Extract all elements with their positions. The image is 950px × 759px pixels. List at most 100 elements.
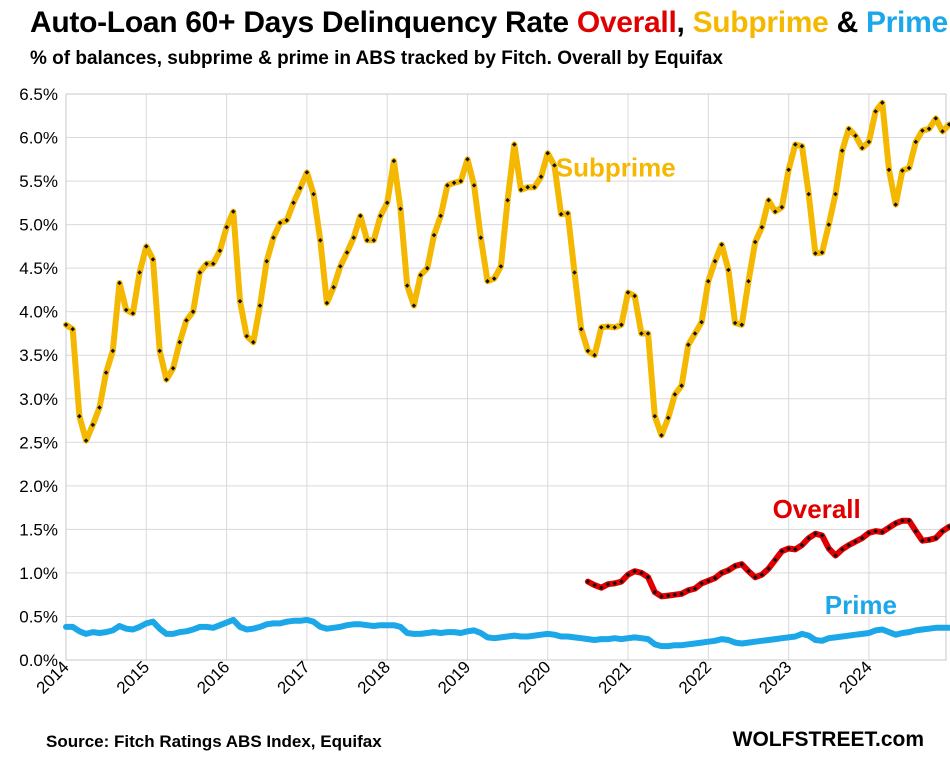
x-tick-label: 2024	[836, 657, 876, 697]
data-point	[592, 352, 597, 358]
series-line-overall	[584, 517, 950, 600]
data-point	[719, 570, 724, 576]
data-point	[237, 298, 243, 304]
data-point	[190, 309, 196, 314]
data-point	[632, 568, 637, 574]
data-point	[766, 566, 771, 571]
grid	[65, 93, 946, 661]
data-point	[926, 537, 932, 543]
y-tick-label: 3.5%	[19, 346, 58, 365]
y-tick-label: 1.0%	[19, 564, 58, 583]
data-point	[612, 581, 617, 586]
data-point	[686, 342, 691, 348]
title-overall: Overall	[576, 6, 677, 39]
data-point	[498, 264, 504, 269]
data-point	[612, 325, 617, 330]
data-point	[137, 270, 142, 275]
x-tick-label: 2019	[434, 657, 474, 697]
data-point	[63, 322, 69, 328]
y-tick-label: 4.0%	[19, 303, 58, 322]
data-point	[726, 267, 731, 273]
title-subprime: Subprime	[692, 6, 829, 39]
x-tick-label: 2020	[514, 657, 554, 697]
data-point	[779, 548, 785, 554]
data-point	[324, 300, 330, 306]
series	[63, 99, 950, 650]
data-point	[659, 433, 664, 438]
data-point	[853, 539, 858, 544]
series-label-overall: Overall	[773, 494, 861, 524]
brand-logo: WOLFSTREET.com	[732, 728, 924, 751]
data-point	[632, 293, 637, 299]
data-point	[645, 331, 651, 336]
data-point	[746, 278, 751, 284]
data-point	[819, 533, 825, 538]
data-point	[639, 570, 644, 576]
x-tick-label: 2016	[193, 657, 233, 697]
data-point	[732, 563, 738, 569]
data-point	[665, 415, 671, 421]
data-point	[672, 392, 678, 397]
series-line-prime	[63, 616, 950, 650]
data-point	[712, 258, 718, 264]
data-point	[398, 206, 403, 212]
title-separator-1: ,	[676, 6, 693, 39]
data-point	[625, 290, 631, 295]
data-point	[351, 235, 356, 240]
data-point	[257, 303, 263, 308]
y-tick-label: 6.0%	[19, 129, 58, 148]
data-point	[331, 285, 336, 290]
data-point	[933, 535, 939, 541]
series-overall	[584, 517, 950, 600]
plot-frame	[65, 93, 947, 661]
data-point	[572, 270, 577, 275]
y-tick-label: 4.5%	[19, 259, 58, 278]
data-point	[732, 320, 738, 326]
data-point	[404, 283, 410, 288]
data-point	[170, 366, 176, 371]
data-point	[920, 538, 925, 543]
data-point	[900, 518, 905, 523]
data-point	[491, 276, 497, 281]
data-point	[712, 575, 718, 581]
data-point	[679, 383, 684, 388]
series-prime	[63, 616, 950, 650]
y-tick-label: 0.5%	[19, 607, 58, 626]
chart-title: Auto-Loan 60+ Days Delinquency Rate Over…	[30, 6, 948, 40]
data-point	[438, 213, 443, 219]
data-point	[786, 546, 791, 551]
y-tick-label: 3.0%	[19, 390, 58, 409]
data-point	[672, 592, 678, 597]
series-labels: Subprime Overall Prime	[556, 153, 897, 620]
data-point	[619, 322, 624, 328]
data-point	[886, 525, 892, 530]
data-point	[866, 530, 872, 536]
data-point	[150, 257, 156, 262]
data-point	[946, 524, 950, 530]
data-point	[458, 178, 464, 184]
x-tick-label: 2017	[274, 657, 314, 697]
data-point	[318, 238, 323, 243]
x-tick-label: 2021	[595, 657, 635, 697]
data-point	[378, 213, 383, 219]
data-point	[411, 303, 417, 308]
data-point	[652, 589, 658, 595]
data-point	[706, 278, 711, 284]
data-point	[692, 586, 698, 591]
x-tick-label: 2022	[675, 657, 715, 697]
data-point	[692, 331, 698, 336]
data-point	[277, 220, 283, 226]
data-point	[485, 278, 490, 284]
data-point	[839, 547, 845, 552]
data-point	[913, 528, 919, 534]
data-point	[505, 197, 510, 203]
y-tick-label: 0.0%	[19, 651, 58, 670]
line-chart: 0.0% 0.5% 1.0% 1.5% 2.0% 2.5% 3.0% 3.5% 4.0% 4.5%…	[19, 85, 950, 698]
data-point	[264, 258, 269, 264]
x-tick-label: 2023	[755, 657, 795, 697]
data-point	[699, 319, 704, 325]
data-point	[110, 348, 116, 354]
data-point	[873, 528, 878, 534]
data-point	[846, 542, 852, 548]
data-point	[592, 582, 597, 588]
